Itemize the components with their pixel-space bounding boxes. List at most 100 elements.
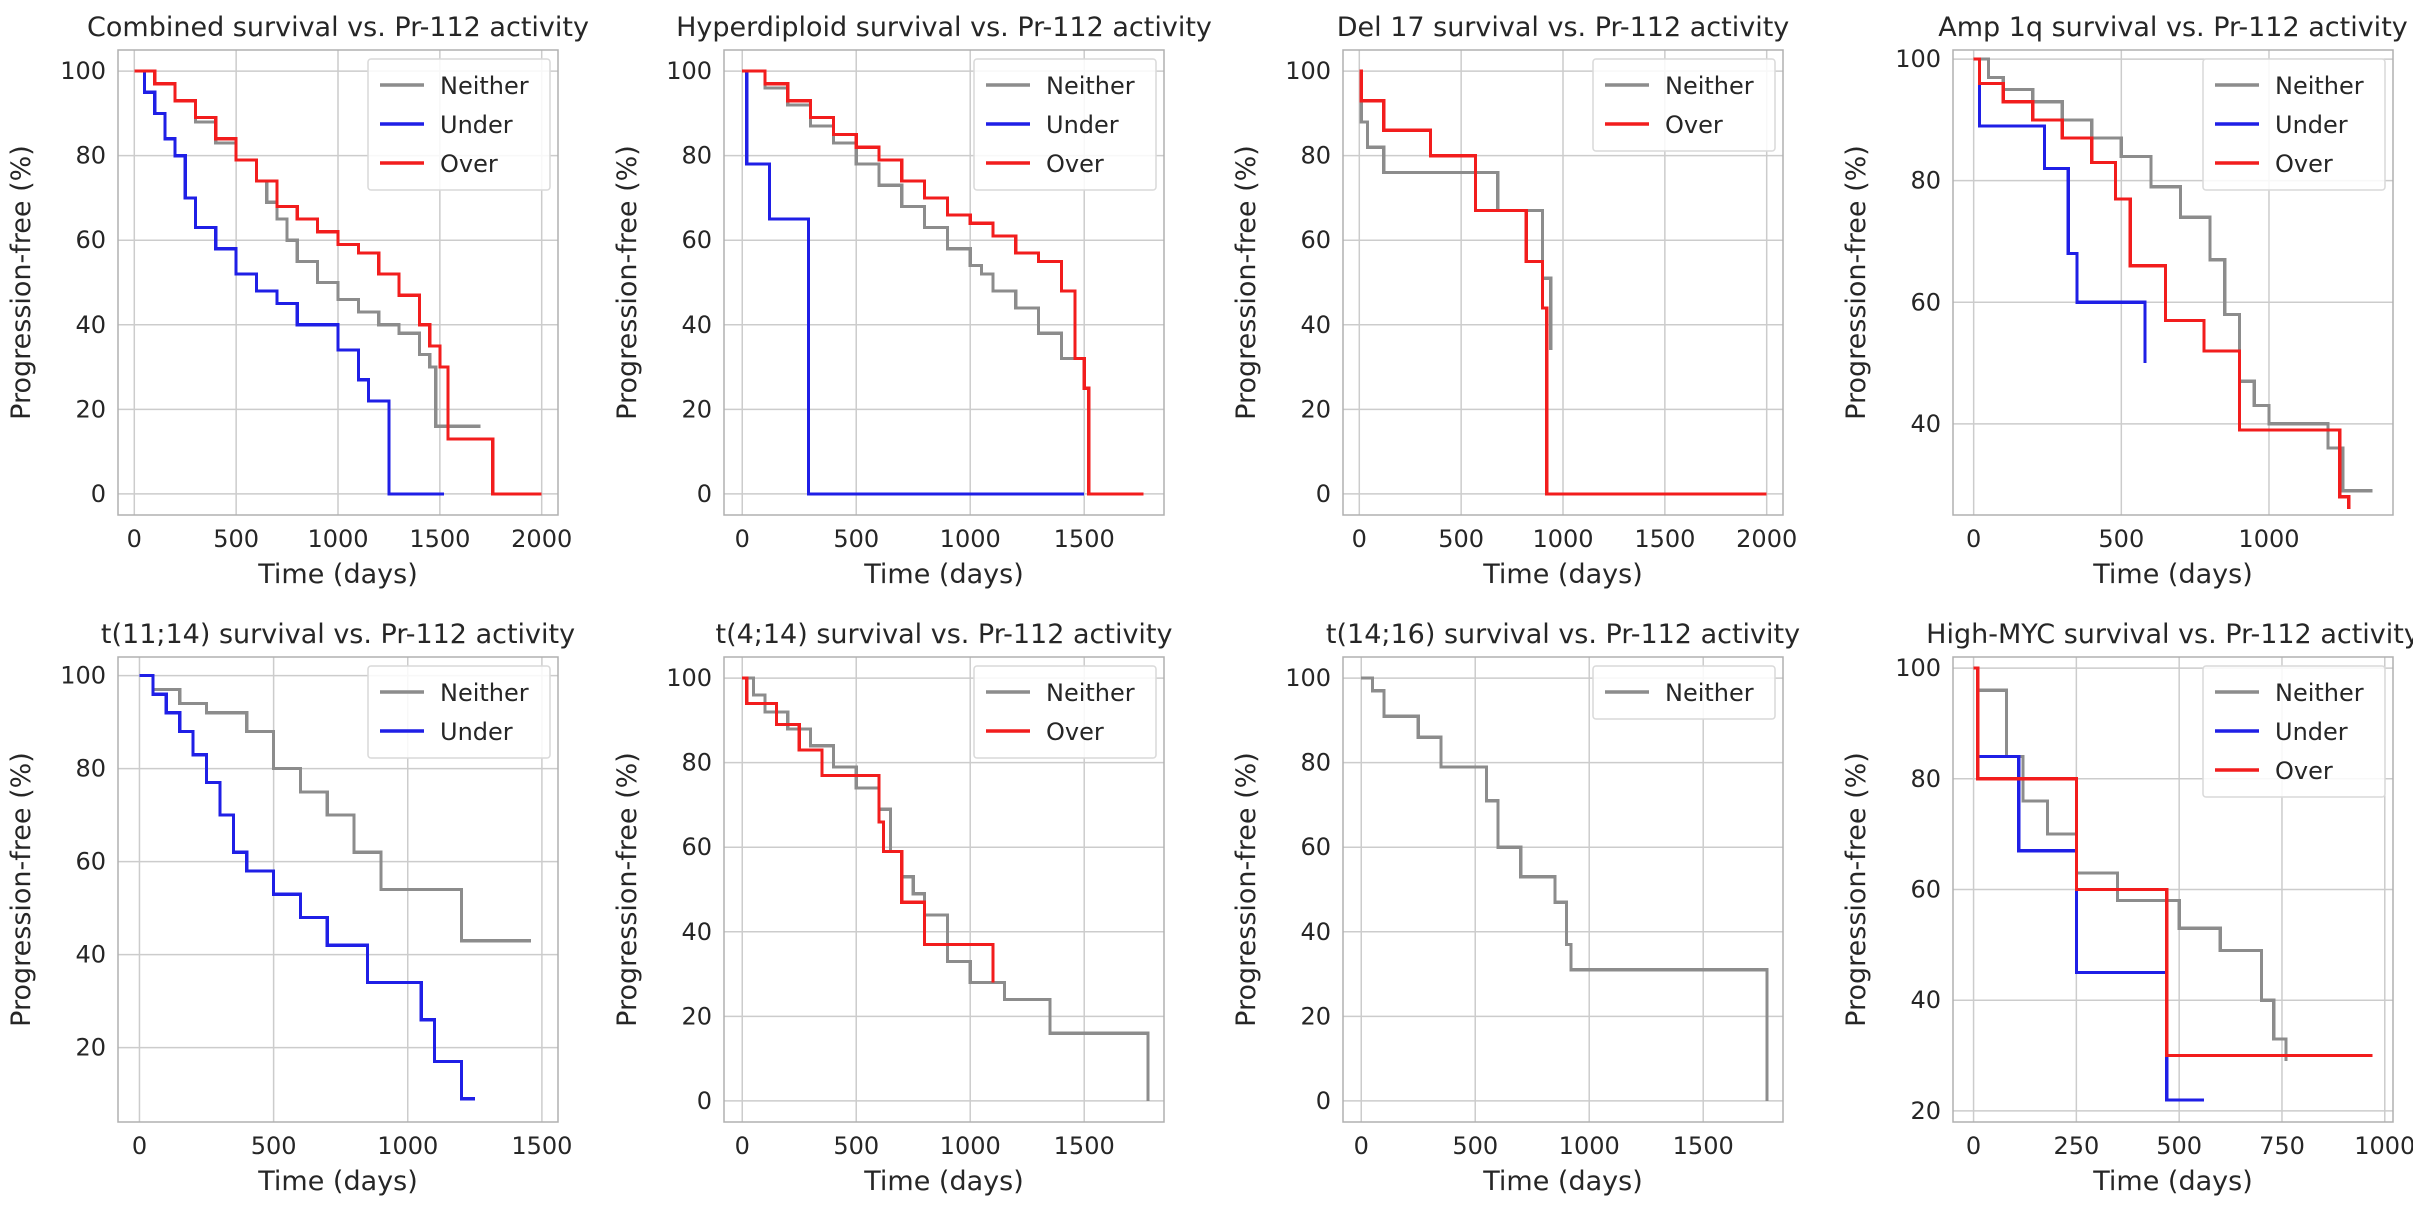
y-tick-label: 40 xyxy=(681,311,712,339)
y-tick-label: 20 xyxy=(1300,395,1331,423)
legend-label: Over xyxy=(2275,757,2333,785)
legend: Neither Over xyxy=(973,665,1157,759)
x-tick-label: 1000 xyxy=(940,525,1001,553)
legend-label: Over xyxy=(440,150,498,178)
legend-label: Over xyxy=(1046,150,1104,178)
y-tick-label: 0 xyxy=(1316,480,1331,508)
y-tick-label: 100 xyxy=(666,57,712,85)
legend: Neither Under Over xyxy=(973,58,1157,191)
chart-panel-5: 0 500 1000 1500 20 40 60 80 100 t(11;14) survival… xyxy=(6,619,575,1197)
x-axis-label: Time (days) xyxy=(2092,1166,2252,1197)
x-tick-label: 1500 xyxy=(1634,525,1695,553)
y-tick-label: 60 xyxy=(681,833,712,861)
chart-title: High-MYC survival vs. Pr-112 activity xyxy=(1926,619,2413,650)
y-tick-label: 60 xyxy=(75,848,106,876)
series-line-under xyxy=(134,69,444,496)
y-tick-label: 20 xyxy=(681,395,712,423)
chart-title: t(4;14) survival vs. Pr-112 activity xyxy=(715,619,1172,650)
y-tick-label: 100 xyxy=(1895,45,1941,73)
series-line-under xyxy=(139,674,475,1101)
y-tick-label: 80 xyxy=(681,142,712,170)
x-tick-label: 1000 xyxy=(2238,525,2299,553)
legend-label: Over xyxy=(1046,718,1104,746)
x-tick-label: 0 xyxy=(1966,1132,1981,1160)
y-axis-label: Progression-free (%) xyxy=(1231,145,1262,420)
x-tick-label: 1500 xyxy=(1673,1132,1734,1160)
legend-label: Over xyxy=(1665,111,1723,139)
x-tick-label: 0 xyxy=(1354,1132,1369,1160)
y-tick-label: 80 xyxy=(75,142,106,170)
axes-frame xyxy=(723,656,1165,1123)
chart-title: t(11;14) survival vs. Pr-112 activity xyxy=(101,619,575,650)
y-tick-label: 80 xyxy=(681,749,712,777)
legend-label: Neither xyxy=(1665,679,1754,707)
y-tick-label: 60 xyxy=(1910,876,1941,904)
legend: Neither xyxy=(1592,665,1776,720)
legend-label: Neither xyxy=(1665,72,1754,100)
legend-label: Under xyxy=(440,718,513,746)
chart-title: Combined survival vs. Pr-112 activity xyxy=(87,12,589,43)
x-tick-label: 500 xyxy=(1452,1132,1498,1160)
y-tick-label: 20 xyxy=(75,395,106,423)
y-tick-label: 80 xyxy=(1300,142,1331,170)
x-axis-label: Time (days) xyxy=(863,559,1023,590)
legend: Neither Under Over xyxy=(2202,665,2386,798)
axes-frame xyxy=(117,656,559,1123)
y-tick-label: 60 xyxy=(1300,833,1331,861)
axes-frame xyxy=(1952,49,2394,516)
legend-label: Under xyxy=(2275,111,2348,139)
x-tick-label: 750 xyxy=(2259,1132,2305,1160)
chart-panel-8: 0 250 500 750 1000 20 40 60 80 100 High-MYC surviv… xyxy=(1841,619,2413,1197)
legend-label: Neither xyxy=(2275,72,2364,100)
y-tick-label: 40 xyxy=(1300,918,1331,946)
x-tick-label: 0 xyxy=(735,525,750,553)
y-tick-label: 0 xyxy=(697,480,712,508)
x-axis-label: Time (days) xyxy=(257,1166,417,1197)
axes-frame xyxy=(723,49,1165,516)
legend-label: Neither xyxy=(440,72,529,100)
y-tick-label: 0 xyxy=(1316,1087,1331,1115)
x-tick-label: 1000 xyxy=(377,1132,438,1160)
y-tick-label: 100 xyxy=(1285,57,1331,85)
legend-box xyxy=(367,58,551,191)
axes-frame xyxy=(1342,656,1784,1123)
x-tick-label: 500 xyxy=(833,525,879,553)
legend-box xyxy=(2202,665,2386,798)
y-tick-label: 100 xyxy=(60,57,106,85)
chart-panel-7: 0 500 1000 1500 0 20 40 60 80 100 t(14;16) surviva… xyxy=(1231,619,1800,1197)
chart-title: Amp 1q survival vs. Pr-112 activity xyxy=(1938,12,2408,43)
y-tick-label: 100 xyxy=(1285,664,1331,692)
series-line-neither xyxy=(1973,57,2373,493)
series-line-neither xyxy=(1973,666,2288,1062)
x-tick-label: 1000 xyxy=(2354,1132,2413,1160)
legend: Neither Under xyxy=(367,665,551,759)
legend-label: Neither xyxy=(2275,679,2364,707)
y-tick-label: 40 xyxy=(1910,410,1941,438)
x-tick-label: 500 xyxy=(1438,525,1484,553)
x-tick-label: 1000 xyxy=(1559,1132,1620,1160)
legend: Neither Over xyxy=(1592,58,1776,152)
x-tick-label: 500 xyxy=(2156,1132,2202,1160)
axes-frame xyxy=(117,49,559,516)
series-line-over xyxy=(1359,69,1767,496)
series-line-neither xyxy=(1361,676,1769,1101)
legend-box xyxy=(1592,58,1776,152)
legend-label: Under xyxy=(2275,718,2348,746)
x-tick-label: 0 xyxy=(1352,525,1367,553)
x-axis-label: Time (days) xyxy=(2092,559,2252,590)
x-tick-label: 1500 xyxy=(511,1132,572,1160)
legend: Neither Under Over xyxy=(2202,58,2386,191)
legend-box xyxy=(2202,58,2386,191)
series-line-under xyxy=(1973,57,2147,364)
series-line-neither xyxy=(134,69,481,428)
series-line-neither xyxy=(139,674,532,943)
y-tick-label: 100 xyxy=(666,664,712,692)
legend: Neither Under Over xyxy=(367,58,551,191)
x-tick-label: 0 xyxy=(127,525,142,553)
x-tick-label: 1500 xyxy=(1054,525,1115,553)
legend-label: Neither xyxy=(1046,679,1135,707)
x-tick-label: 500 xyxy=(251,1132,297,1160)
